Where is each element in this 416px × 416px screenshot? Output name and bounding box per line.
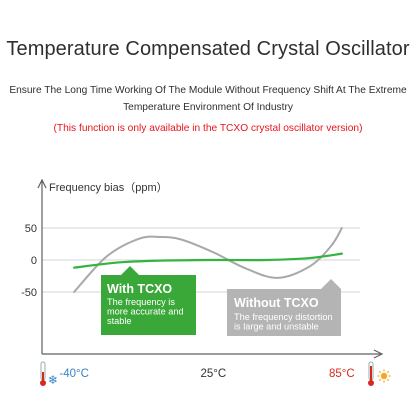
- y-tick-label: 50: [25, 223, 37, 235]
- thermometer-bulb: [368, 380, 374, 386]
- snowflake-icon: ❄: [48, 373, 58, 387]
- callout-text-line: The frequency distortion: [234, 312, 333, 322]
- thermometer-fill: [42, 372, 44, 381]
- x-tick-label: 85°C: [329, 368, 355, 380]
- callout-text-line: The frequency is: [107, 297, 175, 307]
- callout-box: [101, 266, 196, 335]
- page-subtitle: Ensure The Long Time Working Of The Modu…: [8, 82, 408, 116]
- callout-box: [227, 279, 341, 336]
- series-line-without-tcxo: [73, 227, 343, 293]
- y-tick-label: -50: [21, 287, 37, 299]
- subtitle-line-1: Ensure The Long Time Working Of The Modu…: [9, 85, 407, 96]
- thermometer-bulb: [40, 380, 46, 386]
- callout-text-line: stable: [107, 316, 132, 326]
- availability-note: (This function is only available in the …: [53, 123, 363, 134]
- thermometer-fill: [370, 366, 372, 381]
- callout-title: With TCXO: [107, 282, 172, 296]
- snowflake-thermometer-icon: ❄: [40, 361, 58, 387]
- y-axis-label: Frequency bias（ppm）: [49, 181, 168, 194]
- x-tick-label: 25°C: [201, 368, 227, 380]
- series-line-with-tcxo: [73, 252, 343, 269]
- callout-text-line: is large and unstable: [234, 322, 319, 332]
- sun-icon: [377, 369, 391, 383]
- x-tick-label: -40°C: [59, 368, 89, 380]
- callout-text-line: more accurate and: [107, 307, 184, 317]
- x-axis-arrow: [373, 349, 384, 359]
- y-tick-label: 0: [31, 255, 37, 267]
- subtitle-line-2: Temperature Environment Of Industry: [123, 102, 293, 113]
- y-axis-arrow: [37, 178, 47, 189]
- sun-thermometer-icon: [368, 361, 391, 386]
- callout-title: Without TCXO: [234, 296, 319, 310]
- page-title: Temperature Compensated Crystal Oscillat…: [6, 38, 410, 60]
